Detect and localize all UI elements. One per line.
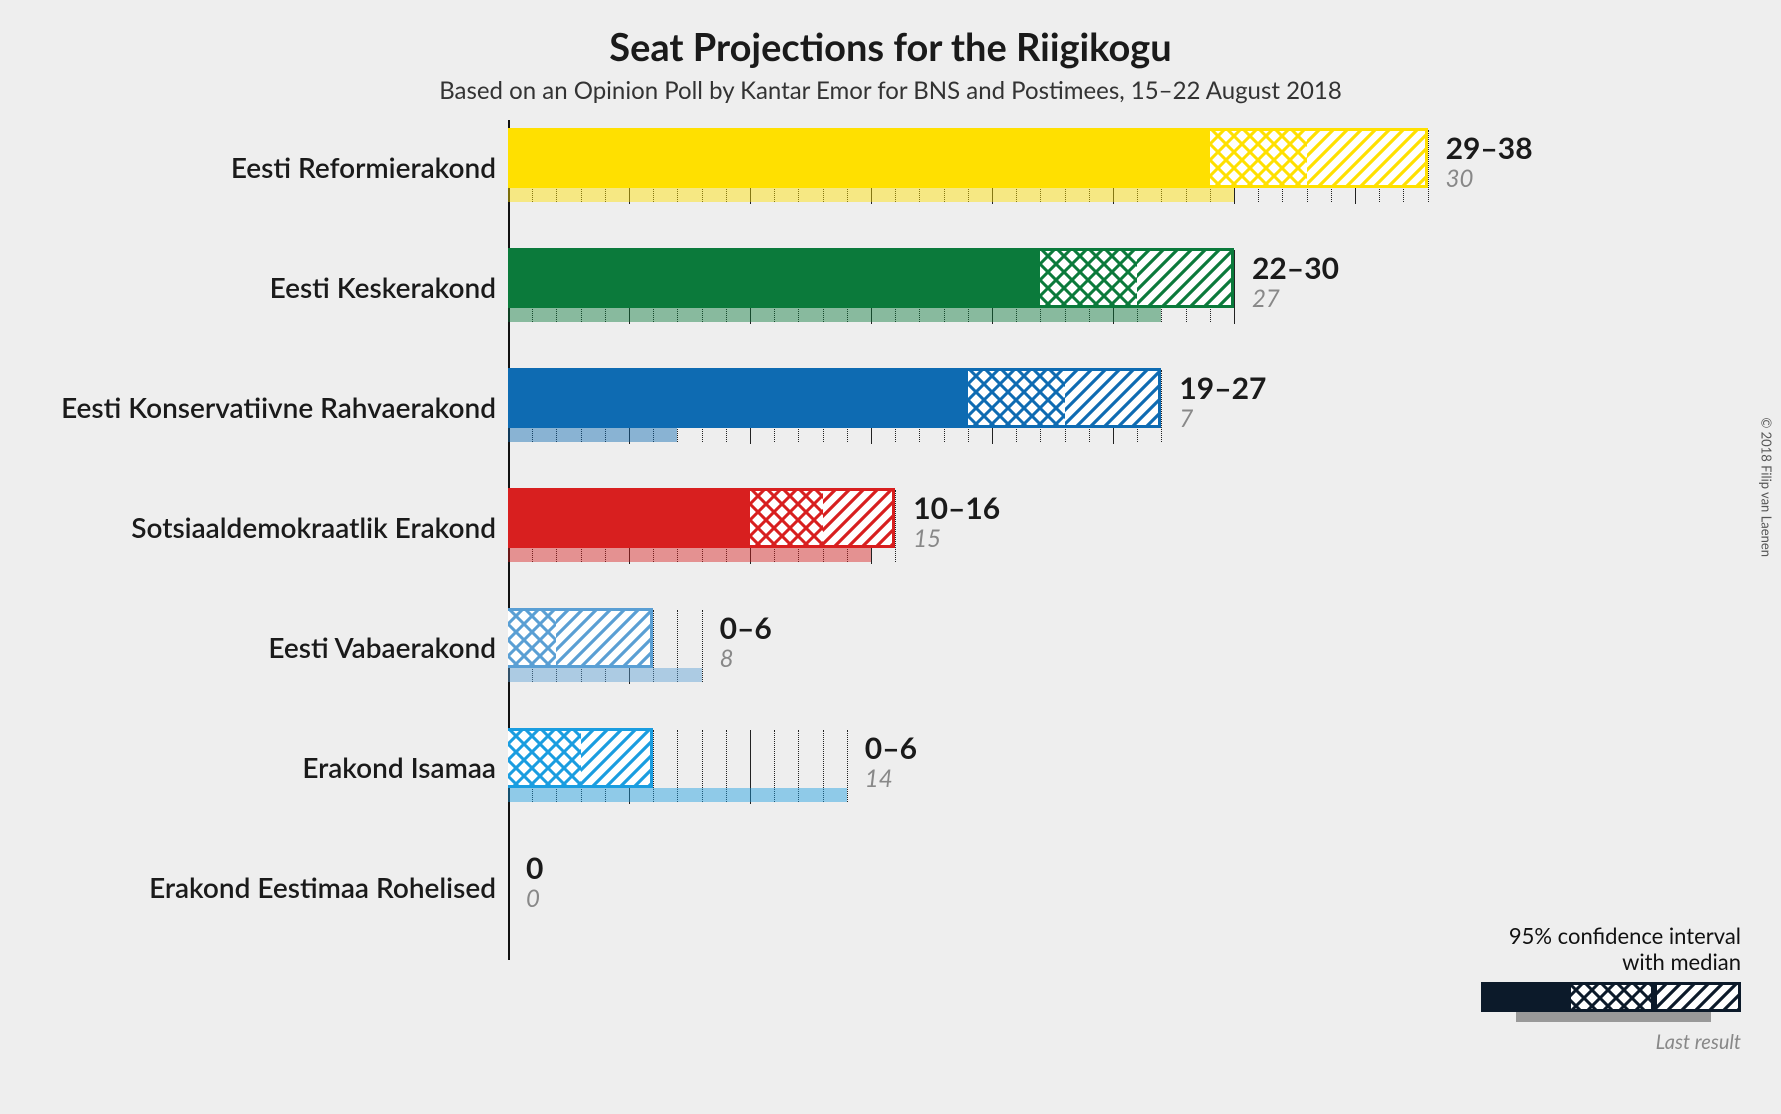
legend-line1: 95% confidence interval [1421,923,1741,948]
party-label: Eesti Keskerakond [270,270,496,304]
party-label: Eesti Konservatiivne Rahvaerakond [61,390,496,424]
legend-last-bar [1516,1012,1711,1022]
legend: 95% confidence interval with median Last… [1421,923,1741,1054]
chart-subtitle: Based on an Opinion Poll by Kantar Emor … [0,70,1781,105]
party-label: Erakond Eestimaa Rohelised [149,870,496,904]
legend-seg-solid [1481,982,1568,1012]
bar-outline [508,608,653,668]
party-row: Eesti Konservatiivne Rahvaerakond 19–277 [0,360,1781,480]
legend-seg-cross [1568,982,1655,1012]
range-label: 19–27 [1179,370,1266,406]
party-label: Sotsiaaldemokraatlik Erakond [131,510,496,544]
last-result-label: 14 [865,764,893,793]
tick-minor [895,490,896,562]
legend-line2: with median [1421,949,1741,974]
party-label: Eesti Vabaerakond [268,630,496,664]
range-label: 29–38 [1446,130,1533,166]
bar-outline [508,488,895,548]
tick-major [1234,250,1235,324]
range-label: 0–6 [865,730,917,766]
bar-outline [508,248,1234,308]
bar-last-result [508,788,847,802]
range-label: 22–30 [1252,250,1339,286]
last-result-label: 15 [913,524,941,553]
range-label: 0–6 [720,610,772,646]
bar-outline [508,368,1161,428]
tick-minor [702,610,703,682]
bar-last-result [508,548,871,562]
legend-seg-diag [1654,982,1741,1012]
range-label: 10–16 [913,490,1000,526]
bar-outline [508,128,1428,188]
legend-bar [1421,982,1741,1028]
copyright: © 2018 Filip van Laenen [1759,417,1775,557]
party-row: Sotsiaaldemokraatlik Erakond 10–1615 [0,480,1781,600]
tick-minor [847,730,848,802]
party-row: Eesti Keskerakond 22–3027 [0,240,1781,360]
bar-last-result [508,308,1161,322]
chart-title: Seat Projections for the Riigikogu [0,0,1781,70]
bar-last-result [508,668,702,682]
last-result-label: 27 [1252,284,1280,313]
last-result-label: 8 [720,644,734,673]
last-result-label: 30 [1446,164,1474,193]
tick-minor [1428,130,1429,202]
range-label: 0 [526,850,543,886]
bar-last-result [508,188,1234,202]
legend-last-label: Last result [1421,1030,1741,1054]
bar-outline [508,728,653,788]
last-result-label: 0 [526,884,540,913]
party-row: Eesti Vabaerakond 0–68 [0,600,1781,720]
bar-last-result [508,428,677,442]
party-label: Erakond Isamaa [302,750,496,784]
party-label: Eesti Reformierakond [231,150,496,184]
tick-minor [1161,370,1162,442]
party-row: Eesti Reformierakond 29–3830 [0,120,1781,240]
party-row: Erakond Isamaa 0–614 [0,720,1781,840]
last-result-label: 7 [1179,404,1193,433]
